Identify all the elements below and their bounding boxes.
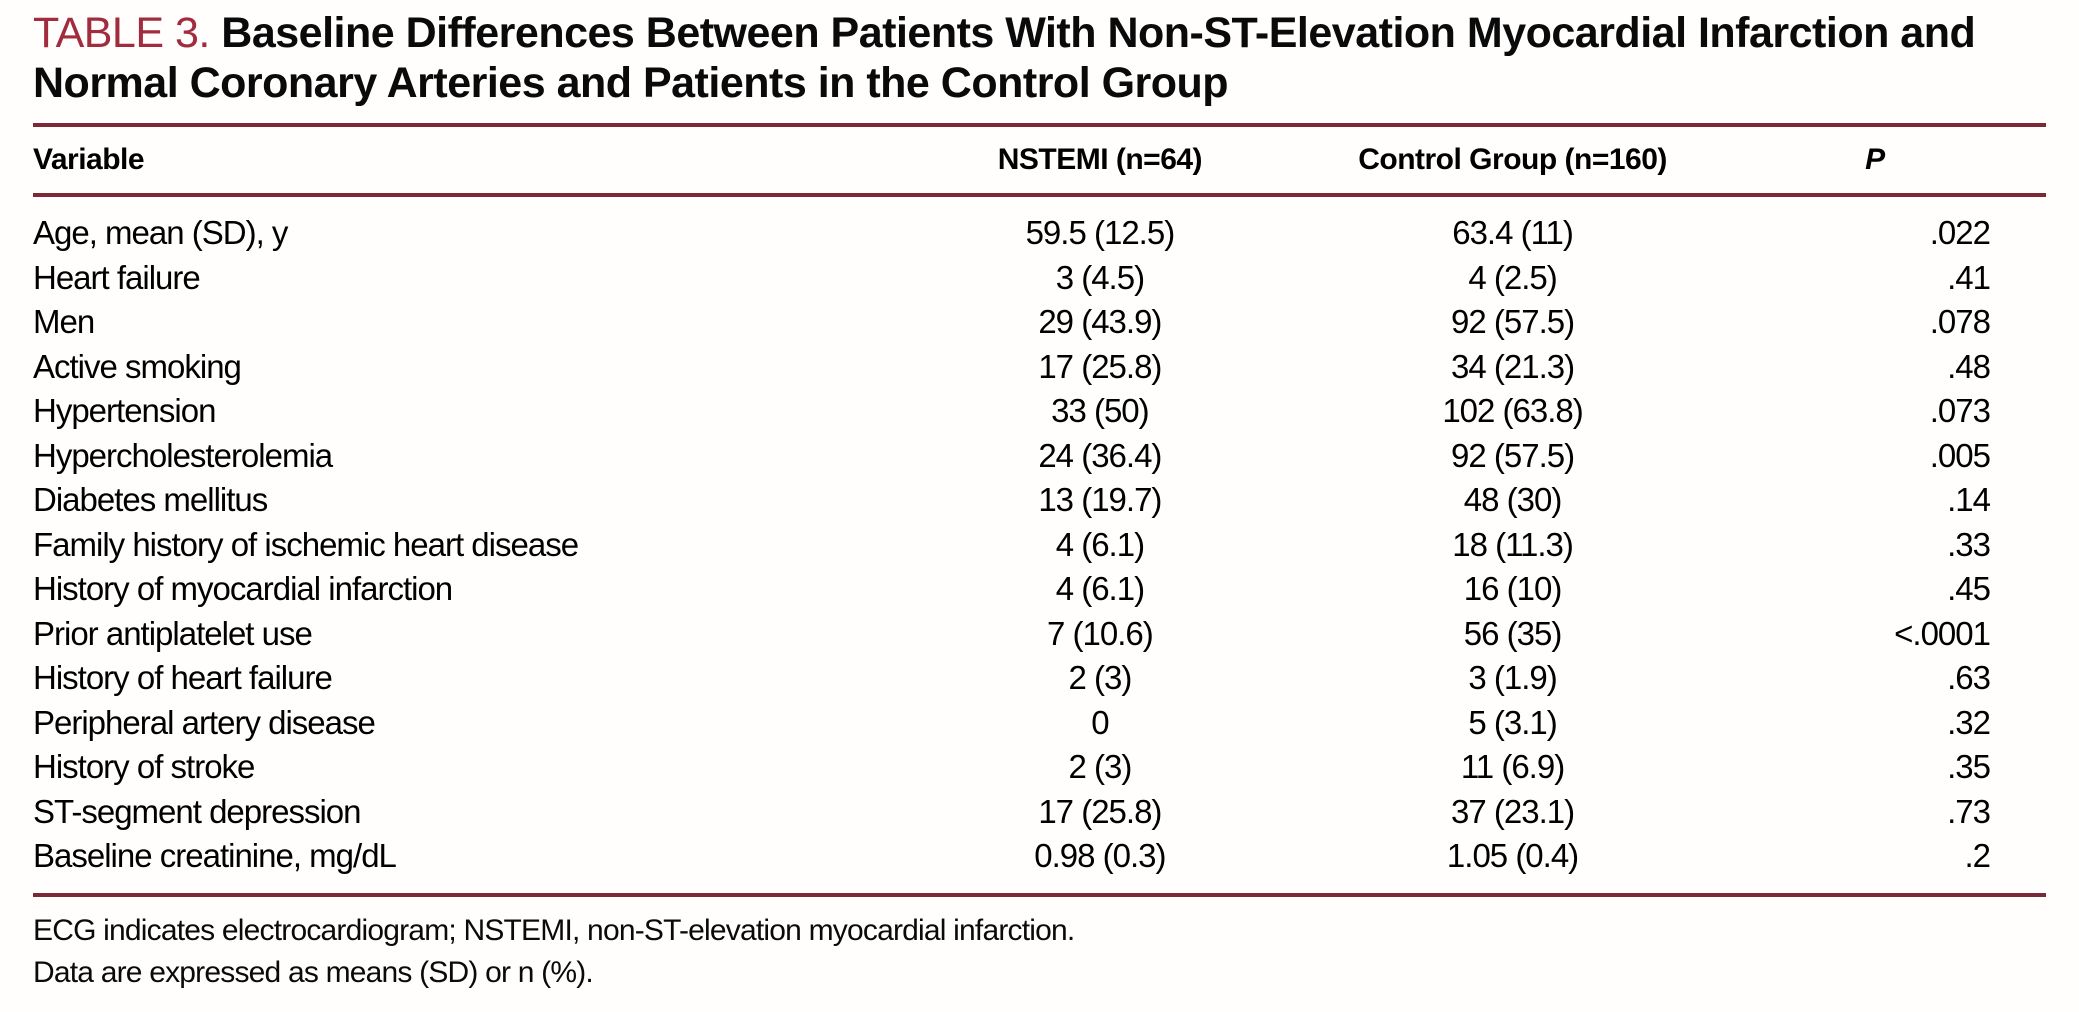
- column-header-variable: Variable: [33, 123, 879, 197]
- table-row: Prior antiplatelet use 7 (10.6) 56 (35) …: [33, 612, 2046, 657]
- cell-variable: History of myocardial infarction: [33, 570, 453, 608]
- cell-p-value: .32: [1947, 703, 1991, 741]
- table-caption: TABLE 3. Baseline Differences Between Pa…: [33, 8, 1993, 108]
- cell-control-group: 34 (21.3): [1451, 347, 1575, 385]
- cell-p-value: .14: [1947, 481, 1991, 519]
- cell-nstemi: 17 (25.8): [1038, 792, 1162, 830]
- cell-variable: Men: [33, 303, 95, 341]
- cell-nstemi: 4 (6.1): [1055, 570, 1145, 608]
- cell-nstemi: 0: [1091, 703, 1109, 741]
- cell-variable: Prior antiplatelet use: [33, 614, 313, 652]
- cell-control-group: 18 (11.3): [1452, 525, 1574, 563]
- cell-nstemi: 2 (3): [1068, 659, 1132, 697]
- table-row: Heart failure 3 (4.5) 4 (2.5) .41: [33, 256, 2046, 301]
- table-row: Baseline creatinine, mg/dL 0.98 (0.3) 1.…: [33, 834, 2046, 897]
- cell-control-group: 63.4 (11): [1452, 214, 1574, 252]
- table-row: Age, mean (SD), y 59.5 (12.5) 63.4 (11) …: [33, 195, 2046, 256]
- cell-nstemi: 17 (25.8): [1038, 347, 1162, 385]
- cell-p-value: .2: [1703, 834, 2046, 897]
- cell-variable: Baseline creatinine, mg/dL: [33, 834, 879, 897]
- cell-control-group: 56 (35): [1463, 614, 1563, 652]
- column-header-p-value: P: [1703, 123, 2046, 197]
- cell-p-value: .41: [1947, 258, 1991, 296]
- cell-nstemi: 33 (50): [1051, 392, 1150, 430]
- cell-variable: History of stroke: [33, 748, 255, 786]
- footnote-data-format: Data are expressed as means (SD) or n (%…: [33, 955, 594, 989]
- cell-control-group: 102 (63.8): [1442, 392, 1583, 430]
- cell-control-group: 92 (57.5): [1451, 436, 1575, 474]
- cell-nstemi: 7 (10.6): [1047, 614, 1154, 652]
- cell-variable: Active smoking: [33, 347, 242, 385]
- table-row: Men 29 (43.9) 92 (57.5) .078: [33, 300, 2046, 345]
- cell-p-value: .45: [1947, 570, 1991, 608]
- cell-control-group: 5 (3.1): [1468, 703, 1557, 741]
- table-row: Peripheral artery disease 0 5 (3.1) .32: [33, 701, 2046, 746]
- table-title: Baseline Differences Between Patients Wi…: [33, 9, 1976, 107]
- column-header-control-group: Control Group (n=160): [1321, 123, 1704, 197]
- cell-nstemi: 13 (19.7): [1038, 481, 1162, 519]
- cell-control-group: 37 (23.1): [1451, 792, 1575, 830]
- table-row: Hypercholesterolemia 24 (36.4) 92 (57.5)…: [33, 434, 2046, 479]
- cell-control-group: 92 (57.5): [1451, 303, 1575, 341]
- cell-p-value: .33: [1947, 525, 1991, 563]
- table-row: History of myocardial infarction 4 (6.1)…: [33, 567, 2046, 612]
- baseline-differences-table: Variable NSTEMI (n=64) Control Group (n=…: [33, 123, 2046, 897]
- cell-nstemi: 59.5 (12.5): [1025, 214, 1176, 252]
- cell-p-value: .48: [1947, 347, 1991, 385]
- cell-variable: Hypercholesterolemia: [33, 436, 333, 474]
- cell-variable: ST-segment depression: [33, 792, 362, 830]
- cell-nstemi: 0.98 (0.3): [878, 834, 1322, 897]
- header-row: Variable NSTEMI (n=64) Control Group (n=…: [33, 123, 2046, 197]
- cell-p-value: <.0001: [1894, 614, 1991, 652]
- cell-nstemi: 3 (4.5): [1055, 258, 1145, 296]
- cell-p-value: .073: [1929, 392, 1991, 430]
- cell-control-group: 3 (1.9): [1468, 659, 1557, 697]
- cell-variable: Heart failure: [33, 258, 201, 296]
- cell-p-value: .73: [1947, 792, 1991, 830]
- cell-control-group: 16 (10): [1463, 570, 1563, 608]
- table-row: Family history of ischemic heart disease…: [33, 523, 2046, 568]
- table-row: Diabetes mellitus 13 (19.7) 48 (30) .14: [33, 478, 2046, 523]
- cell-p-value: .35: [1947, 748, 1991, 786]
- cell-p-value: .022: [1929, 214, 1991, 252]
- cell-control-group: 1.05 (0.4): [1321, 834, 1704, 897]
- column-header-nstemi: NSTEMI (n=64): [878, 123, 1322, 197]
- cell-control-group: 11 (6.9): [1460, 748, 1565, 786]
- footnote-abbreviations: ECG indicates electrocardiogram; NSTEMI,…: [33, 913, 1075, 947]
- table-row: Hypertension 33 (50) 102 (63.8) .073: [33, 389, 2046, 434]
- table-footnotes: ECG indicates electrocardiogram; NSTEMI,…: [33, 910, 2046, 994]
- table-row: ST-segment depression 17 (25.8) 37 (23.1…: [33, 790, 2046, 835]
- cell-variable: History of heart failure: [33, 659, 333, 697]
- table-row: History of stroke 2 (3) 11 (6.9) .35: [33, 745, 2046, 790]
- table-body: Age, mean (SD), y 59.5 (12.5) 63.4 (11) …: [33, 195, 2046, 897]
- table-row: History of heart failure 2 (3) 3 (1.9) .…: [33, 656, 2046, 701]
- cell-variable: Age, mean (SD), y: [33, 214, 288, 252]
- cell-p-value: .078: [1929, 303, 1991, 341]
- cell-control-group: 4 (2.5): [1468, 258, 1557, 296]
- cell-nstemi: 24 (36.4): [1038, 436, 1162, 474]
- cell-variable: Peripheral artery disease: [33, 703, 376, 741]
- table-number-label: TABLE 3.: [33, 9, 210, 57]
- cell-p-value: .005: [1929, 436, 1991, 474]
- cell-p-value: .63: [1947, 659, 1991, 697]
- cell-control-group: 48 (30): [1463, 481, 1563, 519]
- cell-nstemi: 4 (6.1): [1055, 525, 1145, 563]
- cell-nstemi: 2 (3): [1068, 748, 1132, 786]
- cell-variable: Family history of ischemic heart disease: [33, 525, 579, 563]
- table-row: Active smoking 17 (25.8) 34 (21.3) .48: [33, 345, 2046, 390]
- cell-variable: Diabetes mellitus: [33, 481, 268, 519]
- cell-variable: Hypertension: [33, 392, 216, 430]
- cell-nstemi: 29 (43.9): [1038, 303, 1162, 341]
- table-header: Variable NSTEMI (n=64) Control Group (n=…: [33, 123, 2046, 197]
